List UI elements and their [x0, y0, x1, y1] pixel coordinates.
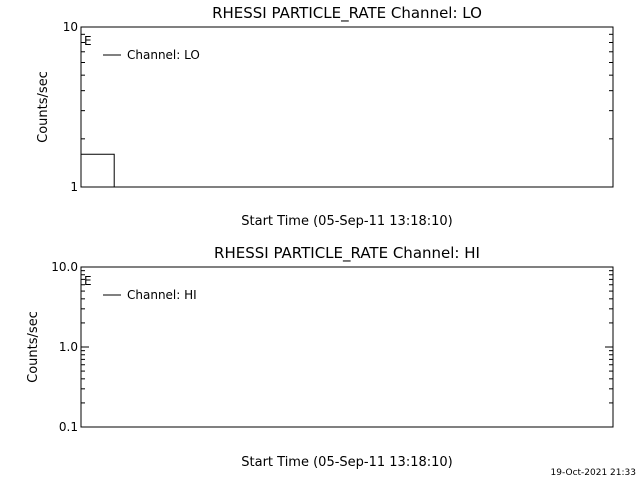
chart-title: RHESSI PARTICLE_RATE Channel: LO	[212, 4, 482, 23]
y-axis-label: Counts/sec	[26, 311, 41, 383]
y-tick-label: 1.0	[59, 340, 78, 354]
annotation-label: E	[84, 34, 92, 48]
chart-panel-hi: RHESSI PARTICLE_RATE Channel: HI Start Ti…	[26, 244, 614, 470]
y-axis-label: Counts/sec	[36, 71, 51, 143]
x-axis-label: Start Time (05-Sep-11 13:18:10)	[241, 455, 452, 470]
chart-title: RHESSI PARTICLE_RATE Channel: HI	[214, 244, 480, 263]
series-line	[81, 153, 115, 187]
y-tick-label: 10	[63, 20, 78, 34]
legend-entry: Channel: LO	[127, 48, 200, 62]
annotation-label: E	[84, 274, 92, 288]
legend-entry: Channel: HI	[127, 288, 197, 302]
y-tick-label: 1	[70, 180, 78, 194]
plot-frame	[80, 26, 614, 188]
y-tick-label: 10.0	[51, 260, 78, 274]
footer-timestamp: 19-Oct-2021 21:33	[551, 468, 636, 478]
chart-panel-lo: RHESSI PARTICLE_RATE Channel: LO Start Ti…	[36, 4, 614, 229]
y-tick-label: 0.1	[59, 420, 78, 434]
x-axis-label: Start Time (05-Sep-11 13:18:10)	[241, 214, 452, 229]
